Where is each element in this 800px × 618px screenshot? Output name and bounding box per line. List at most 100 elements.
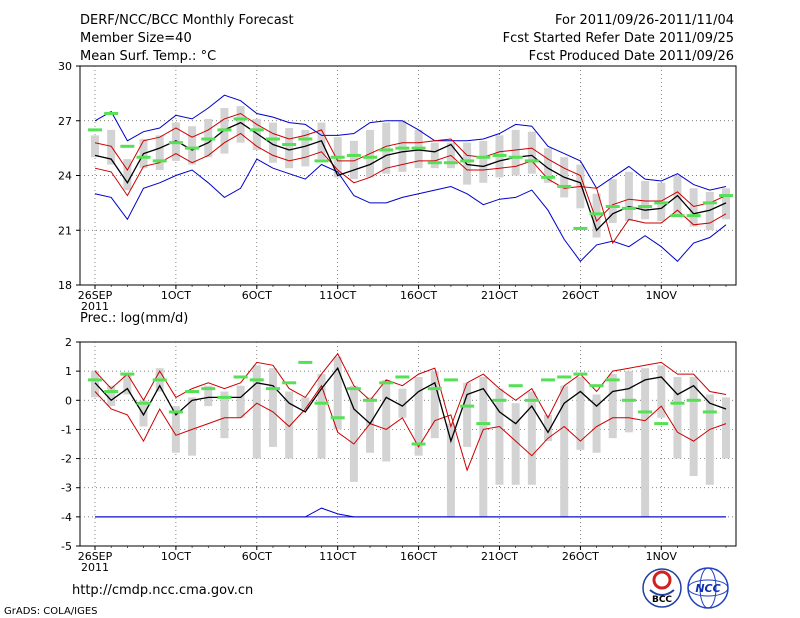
temperature-panel: 18 21 24 27 30 26SEP 1OCT 6OCT 11OCT 16OCT 21OCT 26… [58,60,737,313]
x-tick-label: 11OCT [319,550,356,563]
ensemble-box [301,129,310,167]
ensemble-box [592,394,601,453]
x-tick-label: 26SEP [78,289,113,302]
ensemble-box [382,122,391,174]
ensemble-box [479,376,488,517]
x-tick-label: 16OCT [400,550,437,563]
ensemble-box [592,193,601,238]
ensemble-box [301,397,310,410]
x-tick-label: 26OCT [562,289,599,302]
ensemble-box [139,400,148,427]
series-lower-quartile-line [94,384,727,472]
ensemble-box [220,391,229,439]
y-tick-label: 1 [65,365,72,378]
series-upper-quartile-line [94,352,727,429]
ensemble-box [91,371,99,398]
series-lower-quartile-line [94,132,727,245]
x-tick-label: 26OCT [562,550,599,563]
series-min-line [94,94,727,191]
ensemble-box [155,135,164,171]
ensemble-box [252,118,261,150]
ensemble-box [366,397,375,453]
ensemble-box [527,131,536,174]
ensemble-box [252,365,261,459]
ensemble-box [236,385,245,418]
ensemble-box [495,388,504,485]
member-size: Member Size=40 [80,31,192,46]
ensemble-box [576,376,585,450]
ensemble-box [673,376,682,459]
y-tick-label: -5 [61,540,72,553]
x-tick-label: 1NOV [646,550,678,563]
ensemble-box [285,391,294,459]
ensemble-box [414,376,423,456]
x-tick-label: 6OCT [242,550,272,563]
y-tick-label: 27 [58,115,72,128]
ensemble-box [398,388,407,418]
y-tick-label: 24 [58,170,72,183]
ensemble-box [107,385,116,407]
ensemble-box [349,140,358,180]
y-tick-label: -4 [61,511,72,524]
ensemble-box [641,368,650,517]
ensemble-box [349,385,358,482]
y-tick-label: -3 [61,482,72,495]
y-tick-label: 0 [65,394,72,407]
series-mean-line [94,366,727,444]
y-tick-label: 30 [58,60,72,73]
series-max-line [95,507,726,518]
ensemble-box [544,148,553,183]
x-tick-label: 6OCT [242,289,272,302]
ensemble-box [171,406,180,453]
ensemble-box [430,371,439,439]
ensemble-box [91,135,99,158]
ensemble-box [689,188,698,227]
ensemble-box [463,382,472,447]
ensemble-box [285,128,294,169]
precip-title: Prec.: log(mm/d) [80,311,188,326]
series-mean-line [94,121,727,232]
ensemble-box [608,374,617,439]
ensemble-box [268,368,277,447]
plot-frame [79,341,737,547]
ncc-logo-text: NCC [695,582,720,595]
ensemble-box [188,397,197,456]
ensemble-box [398,120,407,172]
precipitation-panel: -5 -4 -3 -2 -1 0 1 2 26SEP 1OCT 6OCT 11OCT 16OCT 21OC… [61,336,737,574]
ensemble-box [722,397,730,459]
x-tick-label: 16OCT [400,289,437,302]
ensemble-box [123,159,132,191]
ensemble-box [188,126,197,165]
forecast-produced: Fcst Produced Date 2011/09/26 [529,49,734,64]
ensemble-box [511,129,520,176]
x-tick-label: 1NOV [646,289,678,302]
ensemble-box [689,376,698,477]
x-tick-label: 1OCT [161,550,191,563]
forecast-started: Fcst Started Refer Date 2011/09/25 [503,31,734,46]
forecast-period: For 2011/09/26-2011/11/04 [555,13,734,28]
variable-label: Mean Surf. Temp.: °C [80,49,216,64]
x-year-label: 2011 [81,561,109,574]
y-tick-label: -1 [61,423,72,436]
y-tick-label: -2 [61,453,72,466]
ensemble-box [511,403,520,485]
ensemble-box [705,191,714,231]
y-tick-label: 2 [65,336,72,349]
ensemble-box [446,423,455,517]
x-tick-label: 21OCT [481,550,518,563]
ensemble-box [317,374,326,459]
x-tick-label: 21OCT [481,289,518,302]
grads-credit: GrADS: COLA/IGES [4,606,98,617]
ncc-logo: NCC [687,567,729,609]
series-upper-quartile-line [94,112,727,223]
x-tick-label: 11OCT [319,289,356,302]
ensemble-box [527,391,536,485]
ensemble-box [382,379,391,462]
ensemble-box [544,414,553,442]
y-tick-label: 18 [58,279,72,292]
ensemble-box [268,122,277,163]
footer-url[interactable]: http://cmdp.ncc.cma.gov.cn [72,583,253,598]
series-max-line [94,158,727,263]
ensemble-box [722,188,730,220]
